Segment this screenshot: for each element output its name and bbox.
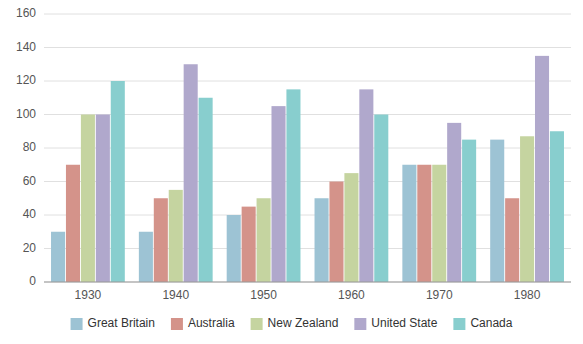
legend-swatch	[171, 318, 183, 330]
legend-item: Australia	[171, 316, 235, 330]
legend-item: United State	[354, 316, 437, 330]
x-tick-label: 1950	[250, 288, 277, 302]
legend-swatch	[251, 318, 263, 330]
bar	[374, 115, 388, 283]
bar	[271, 106, 285, 282]
legend-item: Great Britain	[71, 316, 155, 330]
bar	[315, 198, 329, 282]
bar	[447, 123, 461, 282]
y-tick-label: 0	[29, 274, 36, 288]
x-tick-label: 1940	[162, 288, 189, 302]
legend-item: New Zealand	[251, 316, 339, 330]
bar	[344, 173, 358, 282]
bar	[535, 56, 549, 282]
legend: Great Britain Australia New Zealand United …	[71, 316, 513, 330]
bar	[520, 136, 534, 282]
legend-label: Great Britain	[88, 316, 155, 330]
bar	[242, 207, 256, 282]
legend-item: Canada	[453, 316, 512, 330]
bar	[169, 190, 183, 282]
bar	[432, 165, 446, 282]
bar	[329, 182, 343, 283]
bar	[51, 232, 65, 282]
bars	[51, 56, 564, 282]
grid	[44, 14, 571, 282]
y-tick-label: 20	[23, 241, 37, 255]
x-tick-label: 1980	[514, 288, 541, 302]
y-tick-label: 140	[16, 40, 36, 54]
bar	[81, 115, 95, 283]
bar	[550, 131, 564, 282]
bar	[154, 198, 168, 282]
legend-swatch	[354, 318, 366, 330]
bar	[199, 98, 213, 282]
legend-label: Australia	[188, 316, 235, 330]
grid-line	[44, 47, 571, 48]
bar	[184, 64, 198, 282]
legend-swatch	[71, 318, 83, 330]
y-tick-label: 40	[23, 207, 37, 221]
bar	[490, 140, 504, 282]
legend-label: Canada	[470, 316, 512, 330]
y-tick-label: 100	[16, 107, 36, 121]
y-tick-label: 120	[16, 73, 36, 87]
chart-container: 0 20 40 60 80 100 120 140 160 1930 1940 1950 1960 197…	[0, 0, 583, 344]
grid-line	[44, 282, 571, 283]
bar	[257, 198, 271, 282]
legend-label: United State	[371, 316, 437, 330]
legend-swatch	[453, 318, 465, 330]
bar	[111, 81, 125, 282]
y-tick-label: 60	[23, 174, 37, 188]
y-tick-label: 80	[23, 140, 37, 154]
x-tick-label: 1930	[75, 288, 102, 302]
bar	[417, 165, 431, 282]
y-tick-label: 160	[16, 6, 36, 20]
x-tick-label: 1960	[338, 288, 365, 302]
bar	[462, 140, 476, 282]
bar	[139, 232, 153, 282]
chart: 0 20 40 60 80 100 120 140 160 1930 1940 1950 1960 197…	[0, 0, 583, 344]
bar	[96, 115, 110, 283]
bar	[286, 89, 300, 282]
bar	[505, 198, 519, 282]
y-axis: 0 20 40 60 80 100 120 140 160	[16, 6, 36, 288]
bar	[66, 165, 80, 282]
x-axis: 1930 1940 1950 1960 1970 1980	[44, 282, 571, 302]
grid-line	[44, 14, 571, 15]
legend-label: New Zealand	[268, 316, 339, 330]
x-axis-line	[44, 282, 571, 283]
bar	[359, 89, 373, 282]
bar	[227, 215, 241, 282]
x-tick-label: 1970	[426, 288, 453, 302]
bar	[402, 165, 416, 282]
